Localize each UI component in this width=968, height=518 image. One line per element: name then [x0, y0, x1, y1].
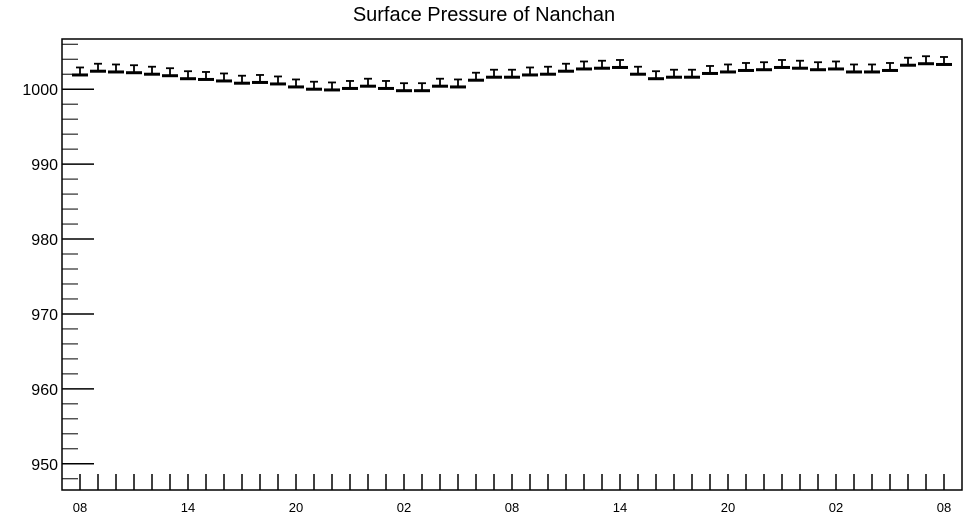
y-tick-label: 1000 [22, 82, 58, 99]
data-point [576, 60, 592, 71]
x-tick-label: 08 [73, 500, 87, 515]
data-point [432, 77, 448, 88]
data-point [216, 72, 232, 83]
data-point [810, 61, 826, 72]
data-point [882, 62, 898, 72]
data-point [288, 78, 304, 89]
data-point [378, 80, 394, 90]
data-point [198, 71, 214, 81]
y-tick-label: 960 [31, 382, 58, 399]
data-point [864, 63, 880, 74]
data-point [108, 63, 124, 74]
data-point [414, 82, 430, 93]
data-point [342, 80, 358, 90]
data-point [486, 68, 502, 79]
data-point [180, 70, 196, 81]
data-point [900, 56, 916, 67]
x-tick-label: 20 [289, 500, 303, 515]
data-point [306, 80, 322, 91]
y-tick-label: 970 [31, 307, 58, 324]
data-point [540, 65, 556, 76]
data-point [126, 64, 142, 75]
data-point [918, 55, 934, 66]
x-tick-label: 08 [937, 500, 951, 515]
data-point [612, 59, 628, 69]
data-points [72, 55, 952, 93]
data-point [846, 63, 862, 74]
data-point [558, 62, 574, 73]
x-tick-label: 14 [613, 500, 627, 515]
plot-frame [61, 38, 963, 491]
x-tick-label: 20 [721, 500, 735, 515]
data-point [774, 59, 790, 69]
axes: 950 960 970 980 990 1000 08 14 20 02 08 14 20 02 08 [22, 38, 963, 515]
chart-title: Surface Pressure of Nanchan [352, 4, 616, 26]
x-tick-label: 02 [829, 500, 843, 515]
data-point [936, 56, 952, 66]
data-point [396, 82, 412, 93]
data-point [522, 66, 538, 77]
data-point [450, 78, 466, 89]
data-point [252, 74, 268, 84]
data-point [594, 59, 610, 70]
data-point [234, 74, 250, 85]
data-point [90, 62, 106, 73]
data-point [144, 65, 160, 76]
data-point [162, 67, 178, 78]
data-point [360, 77, 376, 88]
data-point [270, 75, 286, 86]
data-point [720, 63, 736, 74]
data-point [324, 81, 340, 92]
y-tick-label: 980 [31, 232, 58, 249]
data-point [702, 65, 718, 75]
data-point [828, 60, 844, 71]
data-point [738, 62, 754, 72]
x-tick-label: 08 [505, 500, 519, 515]
data-point [504, 68, 520, 79]
data-point [666, 68, 682, 79]
x-tick-label: 14 [181, 500, 195, 515]
data-point [468, 71, 484, 82]
data-point [792, 59, 808, 70]
x-tick-label: 02 [397, 500, 411, 515]
y-tick-label: 950 [31, 457, 58, 474]
data-point [648, 70, 664, 81]
y-tick-label: 990 [31, 157, 58, 174]
data-point [756, 61, 772, 72]
data-point [630, 65, 646, 76]
data-point [684, 68, 700, 79]
data-point [72, 66, 88, 77]
